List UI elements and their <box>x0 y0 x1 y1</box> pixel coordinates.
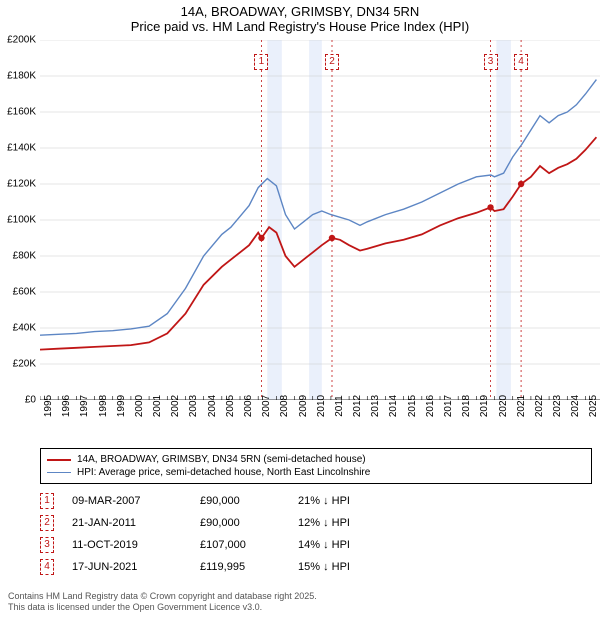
y-tick-label: £120K <box>7 179 36 190</box>
x-tick-label: 2019 <box>479 395 490 417</box>
event-marker-2: 2 <box>325 54 339 70</box>
sales-price: £90,000 <box>200 495 280 507</box>
sales-table: 1 09-MAR-2007 £90,000 21% ↓ HPI 2 21-JAN-2011… <box>40 490 592 578</box>
sales-row: 1 09-MAR-2007 £90,000 21% ↓ HPI <box>40 490 592 512</box>
x-tick-label: 2012 <box>352 395 363 417</box>
sales-price: £119,995 <box>200 561 280 573</box>
legend-item: HPI: Average price, semi-detached house,… <box>47 466 585 479</box>
x-tick-label: 2003 <box>188 395 199 417</box>
legend-item: 14A, BROADWAY, GRIMSBY, DN34 5RN (semi-d… <box>47 453 585 466</box>
legend-swatch <box>47 459 71 461</box>
sales-price: £107,000 <box>200 539 280 551</box>
y-tick-label: £0 <box>25 395 36 406</box>
sales-marker-1: 1 <box>40 493 54 509</box>
x-tick-label: 1998 <box>98 395 109 417</box>
x-tick-label: 2024 <box>570 395 581 417</box>
sales-row: 2 21-JAN-2011 £90,000 12% ↓ HPI <box>40 512 592 534</box>
sales-delta: 14% ↓ HPI <box>298 539 398 551</box>
x-tick-label: 2015 <box>407 395 418 417</box>
y-tick-label: £40K <box>13 323 36 334</box>
sales-marker-4: 4 <box>40 559 54 575</box>
x-tick-label: 2005 <box>225 395 236 417</box>
x-tick-label: 2007 <box>261 395 272 417</box>
x-tick-label: 2017 <box>443 395 454 417</box>
sales-date: 09-MAR-2007 <box>72 495 182 507</box>
x-tick-label: 2006 <box>243 395 254 417</box>
x-tick-label: 2023 <box>552 395 563 417</box>
y-tick-label: £140K <box>7 143 36 154</box>
legend-label: HPI: Average price, semi-detached house,… <box>77 467 370 478</box>
x-tick-label: 2009 <box>298 395 309 417</box>
sales-delta: 21% ↓ HPI <box>298 495 398 507</box>
x-tick-label: 2021 <box>516 395 527 417</box>
x-tick-label: 2002 <box>170 395 181 417</box>
x-tick-label: 1999 <box>116 395 127 417</box>
footer-attribution: Contains HM Land Registry data © Crown c… <box>8 591 592 614</box>
sales-price: £90,000 <box>200 517 280 529</box>
x-tick-label: 2001 <box>152 395 163 417</box>
chart-legend: 14A, BROADWAY, GRIMSBY, DN34 5RN (semi-d… <box>40 448 592 484</box>
x-tick-label: 2018 <box>461 395 472 417</box>
x-tick-label: 2011 <box>334 395 345 417</box>
x-tick-label: 2004 <box>207 395 218 417</box>
x-tick-label: 1997 <box>79 395 90 417</box>
sales-date: 11-OCT-2019 <box>72 539 182 551</box>
sales-date: 17-JUN-2021 <box>72 561 182 573</box>
sales-marker-3: 3 <box>40 537 54 553</box>
event-marker-1: 1 <box>254 54 268 70</box>
sales-marker-2: 2 <box>40 515 54 531</box>
sales-row: 3 11-OCT-2019 £107,000 14% ↓ HPI <box>40 534 592 556</box>
event-marker-4: 4 <box>514 54 528 70</box>
chart-plot-area: £0£20K£40K£60K£80K£100K£120K£140K£160K£1… <box>40 40 600 400</box>
sales-date: 21-JAN-2011 <box>72 517 182 529</box>
y-tick-label: £20K <box>13 359 36 370</box>
y-tick-label: £160K <box>7 107 36 118</box>
page-subtitle: Price paid vs. HM Land Registry's House … <box>8 19 592 34</box>
sales-delta: 15% ↓ HPI <box>298 561 398 573</box>
x-tick-label: 1996 <box>61 395 72 417</box>
y-tick-label: £60K <box>13 287 36 298</box>
legend-label: 14A, BROADWAY, GRIMSBY, DN34 5RN (semi-d… <box>77 454 366 465</box>
page-title: 14A, BROADWAY, GRIMSBY, DN34 5RN <box>8 4 592 19</box>
x-tick-label: 2013 <box>370 395 381 417</box>
footer-line-2: This data is licensed under the Open Gov… <box>8 602 592 614</box>
sales-delta: 12% ↓ HPI <box>298 517 398 529</box>
x-tick-label: 2016 <box>425 395 436 417</box>
y-tick-label: £200K <box>7 35 36 46</box>
x-tick-label: 1995 <box>43 395 54 417</box>
event-marker-3: 3 <box>484 54 498 70</box>
y-axis-labels: £0£20K£40K£60K£80K£100K£120K£140K£160K£1… <box>0 40 40 400</box>
x-tick-label: 2025 <box>588 395 599 417</box>
x-tick-label: 2008 <box>279 395 290 417</box>
x-tick-label: 2020 <box>498 395 509 417</box>
y-tick-label: £80K <box>13 251 36 262</box>
legend-swatch <box>47 472 71 473</box>
y-tick-label: £100K <box>7 215 36 226</box>
footer-line-1: Contains HM Land Registry data © Crown c… <box>8 591 592 603</box>
x-tick-label: 2010 <box>316 395 327 417</box>
x-tick-label: 2022 <box>534 395 545 417</box>
y-tick-label: £180K <box>7 71 36 82</box>
x-tick-label: 2000 <box>134 395 145 417</box>
x-tick-label: 2014 <box>388 395 399 417</box>
sales-row: 4 17-JUN-2021 £119,995 15% ↓ HPI <box>40 556 592 578</box>
line-chart-svg <box>40 40 600 400</box>
